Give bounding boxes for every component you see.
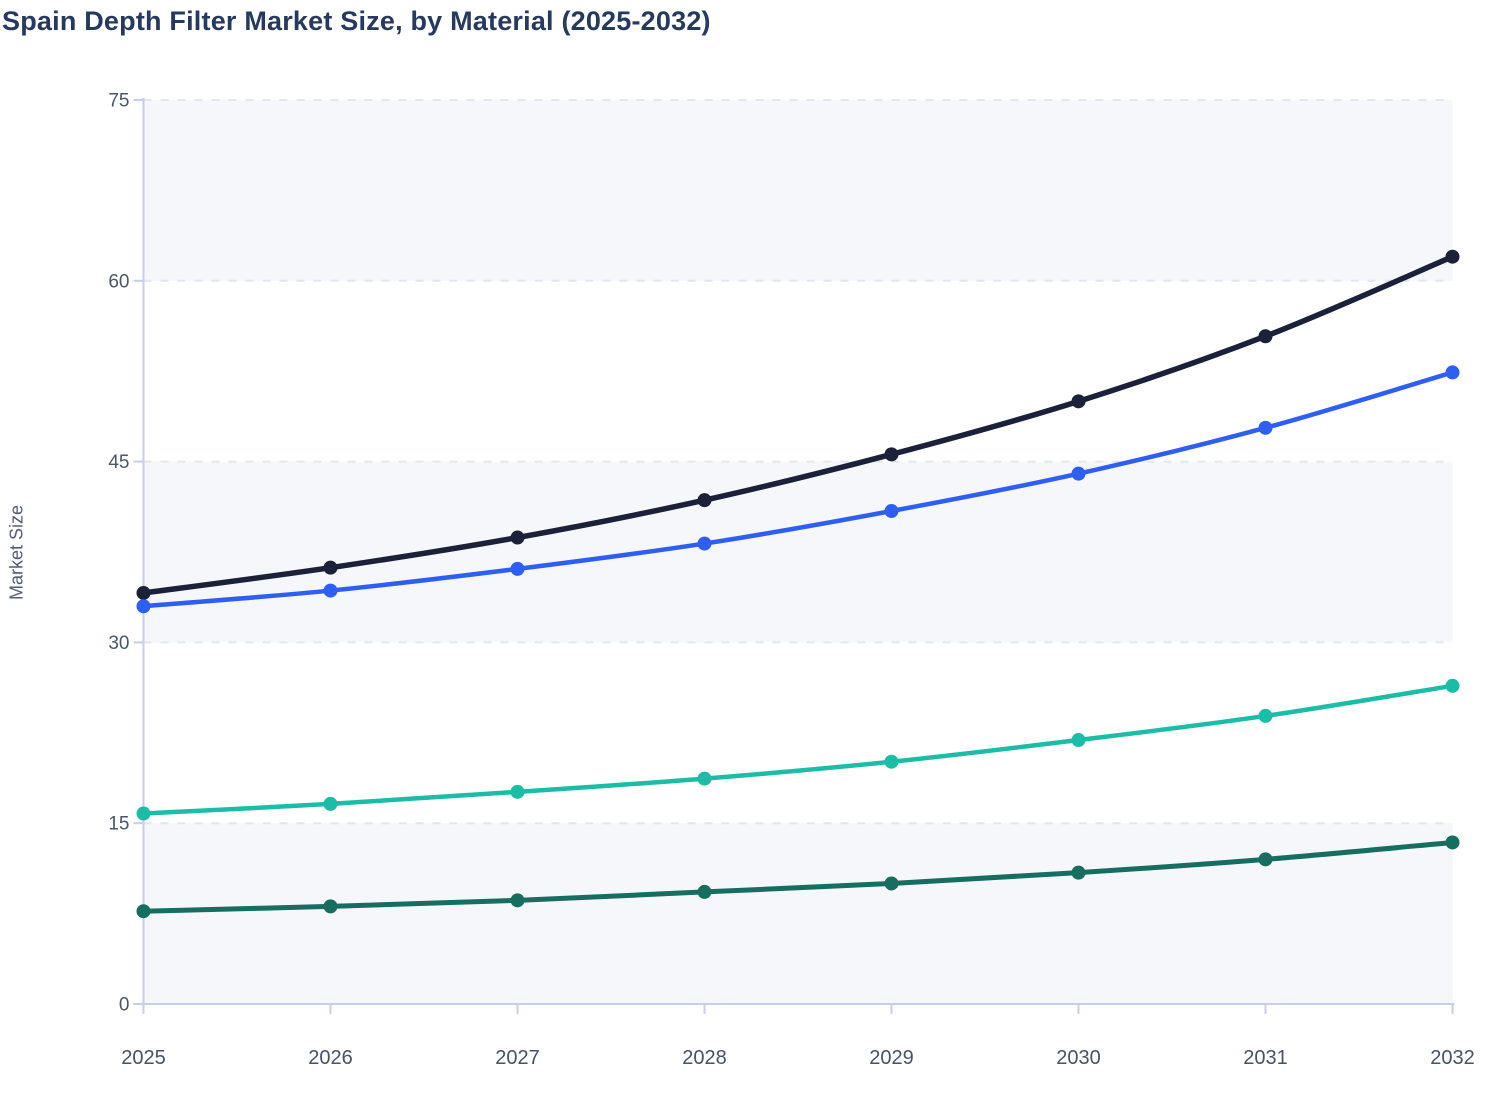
series-dark-navy-point-2032[interactable] [1445, 249, 1460, 264]
series-teal-point-2032[interactable] [1445, 678, 1460, 693]
series-dark-navy-point-2026[interactable] [323, 560, 338, 575]
x-tick-label: 2025 [121, 1047, 166, 1069]
y-tick-label: 30 [108, 633, 129, 654]
y-tick-label: 45 [108, 452, 129, 473]
x-tick-label: 2032 [1430, 1047, 1475, 1069]
series-blue-point-2027[interactable] [510, 561, 525, 576]
x-tick-label: 2028 [682, 1047, 727, 1069]
series-teal-point-2029[interactable] [884, 754, 899, 769]
series-teal-line [141, 683, 1455, 816]
series-blue-point-2032[interactable] [1445, 365, 1460, 380]
series-teal-point-2026[interactable] [323, 796, 338, 811]
series-blue-point-2029[interactable] [884, 504, 899, 519]
x-tick-label: 2029 [869, 1047, 914, 1069]
x-tick-label: 2031 [1243, 1047, 1288, 1069]
series-dark-green-point-2027[interactable] [510, 893, 525, 908]
series-dark-green-point-2025[interactable] [136, 904, 151, 919]
series-dark-green-point-2031[interactable] [1258, 852, 1273, 867]
plot-band [143, 461, 1453, 643]
series-blue-line [141, 370, 1455, 609]
plot-band [143, 100, 1453, 281]
chart-title: Spain Depth Filter Market Size, by Mater… [2, 6, 711, 36]
y-tick-label: 15 [108, 814, 129, 835]
x-tick-label: 2027 [495, 1047, 540, 1069]
series-blue-point-2030[interactable] [1071, 466, 1086, 481]
series-teal-point-2027[interactable] [510, 784, 525, 799]
x-tick-label: 2026 [308, 1047, 353, 1069]
series-dark-green-point-2026[interactable] [323, 899, 338, 914]
series-dark-green-point-2029[interactable] [884, 876, 899, 891]
plot-band [143, 823, 1453, 1004]
series-blue-point-2025[interactable] [136, 599, 151, 614]
series-blue-point-2026[interactable] [323, 583, 338, 598]
series-teal-point-2030[interactable] [1071, 733, 1086, 748]
series-dark-navy-line [140, 253, 1456, 596]
series-dark-navy-point-2029[interactable] [884, 447, 899, 462]
series-dark-green-point-2032[interactable] [1445, 835, 1460, 850]
series-teal-point-2028[interactable] [697, 771, 712, 786]
series-teal-point-2025[interactable] [136, 806, 151, 821]
series-dark-navy-point-2025[interactable] [136, 585, 151, 600]
series-teal-point-2031[interactable] [1258, 708, 1273, 723]
y-tick-label: 75 [108, 91, 129, 112]
series-blue-point-2031[interactable] [1258, 420, 1273, 435]
series-blue-point-2028[interactable] [697, 536, 712, 551]
series-dark-navy-point-2031[interactable] [1258, 329, 1273, 344]
x-tick-label: 2030 [1056, 1047, 1101, 1069]
series-dark-green-line [141, 839, 1455, 914]
series-dark-green-point-2028[interactable] [697, 884, 712, 899]
y-tick-label: 0 [119, 995, 130, 1016]
series-dark-navy-point-2030[interactable] [1071, 394, 1086, 409]
series-dark-navy-point-2027[interactable] [510, 530, 525, 545]
series-dark-green-point-2030[interactable] [1071, 865, 1086, 880]
y-tick-label: 60 [108, 271, 129, 292]
series-dark-navy-point-2028[interactable] [697, 493, 712, 508]
